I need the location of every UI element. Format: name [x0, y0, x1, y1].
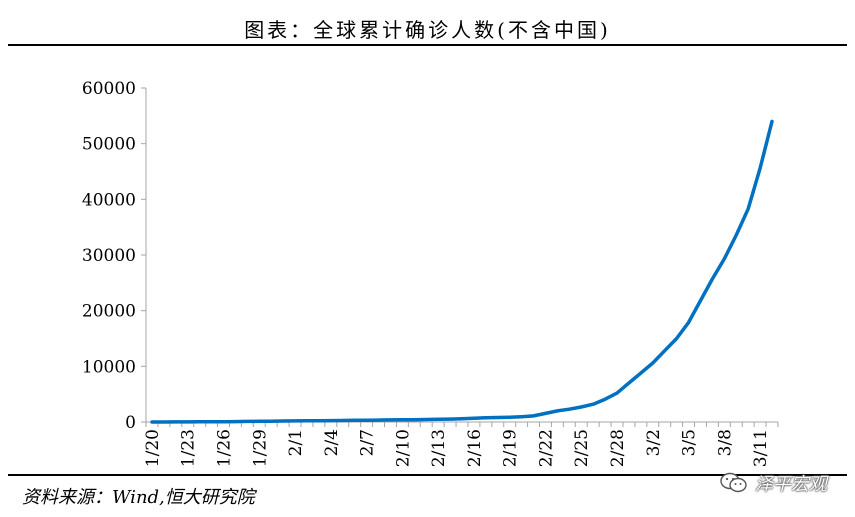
x-tick-label: 2/28 — [608, 429, 628, 467]
x-tick-label: 2/13 — [429, 429, 449, 467]
y-tick-label: 60000 — [82, 79, 136, 99]
y-tick-labels: 0 10000 20000 30000 40000 50000 60000 — [82, 79, 136, 433]
y-tick-label: 50000 — [82, 135, 136, 155]
y-tick-label: 0 — [125, 413, 136, 433]
source-note: 资料来源：Wind,恒大研究院 — [22, 487, 255, 508]
top-rule — [8, 44, 847, 46]
bottom-rule — [8, 474, 847, 476]
chart-title: 图表：全球累计确诊人数(不含中国) — [244, 18, 611, 42]
x-tick-label: 2/19 — [501, 429, 521, 467]
watermark: 泽平宏观 — [719, 470, 827, 496]
x-tick-label: 2/1 — [286, 429, 306, 456]
x-tick-label: 3/5 — [680, 429, 700, 456]
x-tick-label: 3/11 — [751, 429, 771, 467]
wechat-icon — [719, 471, 749, 495]
x-tick-label: 1/29 — [250, 429, 270, 467]
y-tick-label: 40000 — [82, 190, 136, 210]
x-tick-label: 2/7 — [358, 429, 378, 456]
x-tick-label: 3/2 — [644, 429, 664, 456]
x-tick-label: 2/16 — [465, 429, 485, 467]
x-tick-label: 1/20 — [143, 429, 163, 467]
series-line — [150, 119, 774, 424]
y-tick-label: 10000 — [82, 357, 136, 377]
x-tick-label: 1/26 — [215, 429, 235, 467]
x-tick-labels: 1/20 1/23 1/26 1/29 2/1 2/4 2/7 2/10 2/13 2/16 2/1… — [143, 429, 771, 467]
watermark-text: 泽平宏观 — [755, 474, 827, 495]
x-tick-label: 1/23 — [179, 429, 199, 467]
x-tick-label: 2/4 — [322, 429, 342, 456]
y-tick-label: 20000 — [82, 302, 136, 322]
x-tick-label: 2/10 — [393, 429, 413, 467]
chart-axes — [141, 87, 779, 427]
series-group — [150, 119, 774, 424]
x-tick-label: 2/22 — [536, 429, 556, 467]
x-tick-label: 3/8 — [715, 429, 735, 456]
x-tick-label: 2/25 — [572, 429, 592, 467]
y-tick-label: 30000 — [82, 246, 136, 266]
